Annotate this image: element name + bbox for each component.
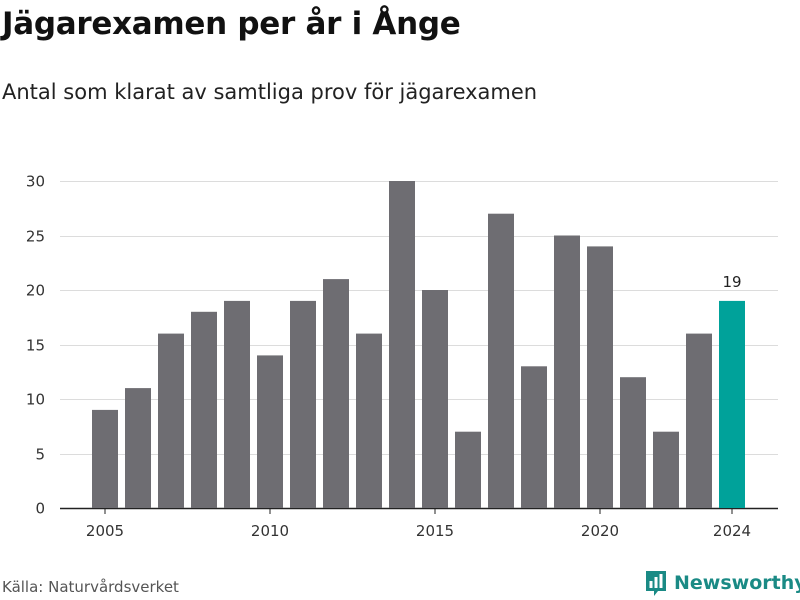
- x-tick-label: 2024: [713, 522, 751, 540]
- y-tick-labels: 0 5 10 15 20 25 30: [26, 173, 45, 518]
- y-tick-label: 10: [26, 391, 45, 409]
- y-tick-label: 30: [26, 173, 45, 191]
- brand-name: Newsworthy: [674, 572, 800, 594]
- bar-2019: [554, 235, 580, 508]
- y-tick-label: 0: [35, 500, 45, 518]
- bar-2016: [455, 431, 481, 508]
- bar-2012: [323, 279, 349, 508]
- chart-title: Jägarexamen per år i Ånge: [2, 6, 461, 42]
- x-tick-label: 2020: [581, 522, 619, 540]
- bar-2021: [620, 377, 646, 508]
- x-tick-label: 2005: [86, 522, 124, 540]
- bar-2017: [488, 213, 514, 508]
- data-labels: 19: [722, 273, 741, 291]
- bar-2018: [521, 366, 547, 508]
- bar-2024: [719, 300, 745, 508]
- y-tick-label: 15: [26, 337, 45, 355]
- bar-2006: [125, 388, 151, 508]
- brand-logo: Newsworthy: [644, 569, 800, 597]
- x-tick-labels: 2005 2010 2015 2020 2024: [86, 508, 751, 540]
- bars: [92, 181, 745, 508]
- x-tick-label: 2015: [416, 522, 454, 540]
- y-tick-label: 25: [26, 228, 45, 246]
- data-label: 19: [722, 273, 741, 291]
- bar-2022: [653, 431, 679, 508]
- bar-2005: [92, 409, 118, 508]
- bar-2010: [257, 355, 283, 508]
- bar-2015: [422, 290, 448, 508]
- bar-2013: [356, 333, 382, 508]
- x-tick-label: 2010: [251, 522, 289, 540]
- bar-chart-icon: [646, 571, 666, 596]
- bar-2023: [686, 333, 712, 508]
- y-tick-label: 5: [35, 446, 45, 464]
- bar-2009: [224, 300, 250, 508]
- bar-2011: [290, 300, 316, 508]
- bar-2020: [587, 246, 613, 508]
- y-tick-label: 20: [26, 282, 45, 300]
- bar-2007: [158, 333, 184, 508]
- chart-subtitle: Antal som klarat av samtliga prov för jä…: [2, 80, 538, 104]
- bar-2014: [389, 181, 415, 508]
- bar-2008: [191, 311, 217, 508]
- source-note: Källa: Naturvårdsverket: [2, 578, 179, 596]
